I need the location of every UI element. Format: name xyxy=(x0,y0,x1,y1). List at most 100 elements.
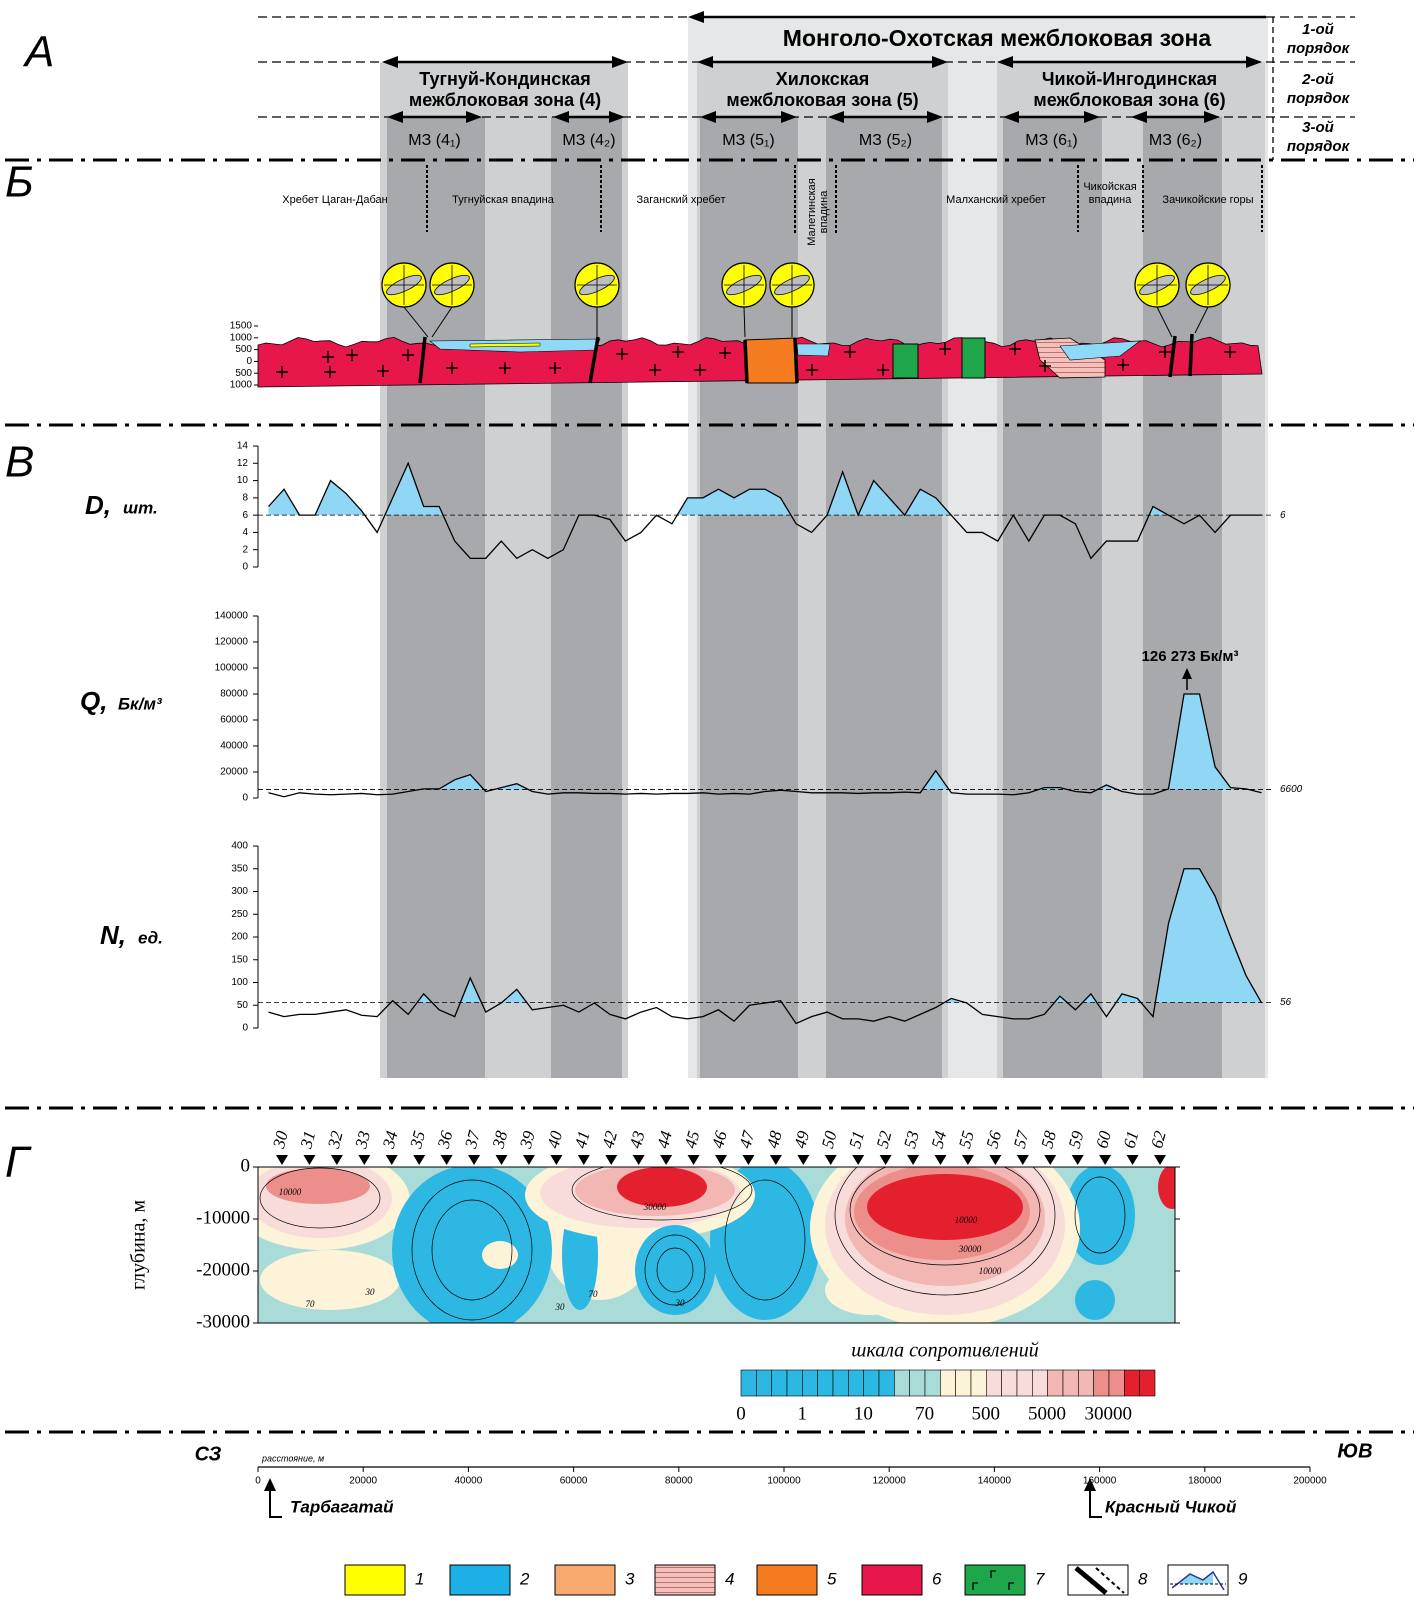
zone-band xyxy=(387,117,485,1078)
station-label: 58 xyxy=(1037,1128,1060,1150)
place-name: Тугнуйская впадина xyxy=(452,194,555,206)
contour-label: 70 xyxy=(589,1289,599,1299)
elevation-tick-label: 0 xyxy=(246,356,252,367)
stereonet-axes xyxy=(724,265,764,305)
zone-3-title: МЗ (6₁) xyxy=(1025,132,1077,149)
place-arrow xyxy=(269,1490,282,1518)
above-threshold-fill xyxy=(390,868,1262,1003)
scale-swatch xyxy=(1032,1369,1048,1397)
order-label: 1-ой xyxy=(1302,21,1334,38)
granite-cross xyxy=(276,366,288,378)
depression-fill xyxy=(796,343,831,357)
station-marker xyxy=(687,1155,700,1165)
contour-label: 10000 xyxy=(955,1215,978,1225)
stereonet-leader xyxy=(743,306,746,338)
arrow-head xyxy=(609,111,625,123)
legend-swatch xyxy=(449,1564,511,1596)
depth-tick-label: -20000 xyxy=(196,1259,250,1280)
legend-label: 6 xyxy=(932,1569,942,1588)
granite-cross xyxy=(322,351,334,363)
y-tick-label: 200 xyxy=(231,932,248,943)
station-marker xyxy=(413,1155,426,1165)
y-tick-label: 8 xyxy=(242,492,248,503)
res-zone xyxy=(617,1167,707,1207)
y-tick-label: 40000 xyxy=(220,741,248,752)
elevation-tick-label: 500 xyxy=(235,368,252,379)
place-arrow-head xyxy=(264,1478,276,1491)
station-label: 30 xyxy=(269,1128,292,1151)
y-tick-label: 100000 xyxy=(215,663,249,674)
annotation: 126 273 Бк/м³ xyxy=(1142,648,1239,665)
granite-cross xyxy=(694,364,706,376)
station-label: 46 xyxy=(708,1128,731,1150)
res-zone xyxy=(482,1241,518,1269)
arrow-head xyxy=(1246,56,1262,68)
station-label: 62 xyxy=(1147,1128,1170,1150)
res-zone xyxy=(867,1174,1023,1240)
station-label: 49 xyxy=(790,1128,813,1150)
legend-swatch xyxy=(756,1564,818,1596)
scale-swatch xyxy=(1078,1369,1094,1397)
legend-label: 8 xyxy=(1138,1569,1148,1588)
legend-symbol xyxy=(972,1570,1014,1590)
station-marker xyxy=(550,1155,563,1165)
depth-tick-label: 0 xyxy=(241,1155,251,1176)
granite-cross xyxy=(446,362,458,374)
zone-2-title: межблоковая зона (4) xyxy=(409,90,601,110)
panel-letter: А xyxy=(22,28,54,77)
zone-3-title: МЗ (6₂) xyxy=(1149,132,1202,149)
stereonet-axes xyxy=(577,265,617,305)
station-marker xyxy=(577,1155,590,1165)
granite-cross xyxy=(324,366,336,378)
station-marker xyxy=(276,1155,288,1165)
scale-swatch xyxy=(1139,1369,1156,1397)
threshold-label: 6 xyxy=(1280,510,1286,521)
arrow-head xyxy=(382,56,398,68)
station-label: 40 xyxy=(543,1128,566,1150)
depression-fill xyxy=(1059,340,1141,361)
arrow-head xyxy=(697,56,713,68)
granite-cross xyxy=(499,362,511,374)
station-label: 61 xyxy=(1120,1129,1143,1150)
arrow-head xyxy=(612,56,628,68)
y-tick-label: 4 xyxy=(242,527,248,538)
station-label: 60 xyxy=(1092,1128,1115,1150)
station-marker xyxy=(934,1155,947,1165)
station-marker xyxy=(1099,1155,1112,1165)
green-block xyxy=(961,337,986,379)
res-zone xyxy=(260,1250,400,1310)
place-name: Малханский хребет xyxy=(946,194,1046,206)
station-label: 37 xyxy=(461,1127,484,1151)
arrow-head xyxy=(997,56,1013,68)
station-label: 45 xyxy=(681,1129,704,1150)
scale-swatch xyxy=(970,1369,987,1397)
place-label: Тарбагатай xyxy=(290,1497,394,1516)
granite-cross xyxy=(1159,346,1171,358)
station-marker xyxy=(989,1155,1002,1165)
distance-tick-label: 140000 xyxy=(978,1476,1012,1487)
arrow-head xyxy=(932,56,948,68)
fault xyxy=(588,336,600,384)
threshold-label: 6600 xyxy=(1280,784,1303,795)
zone-2-title: Хилокская xyxy=(776,69,870,89)
y-tick-label: 0 xyxy=(242,793,248,804)
data-line xyxy=(268,693,1262,798)
y-tick-label: 350 xyxy=(231,863,248,874)
station-label: 41 xyxy=(571,1129,594,1150)
station-label: 50 xyxy=(818,1128,841,1150)
sediment-yellow xyxy=(469,342,541,348)
scale-tick-label: 70 xyxy=(915,1403,934,1424)
scale-swatch xyxy=(817,1369,834,1397)
y-tick-label: 14 xyxy=(237,441,249,452)
distance-axis-label: расстояние, м xyxy=(261,1453,324,1463)
place-name: Зачикойские горы xyxy=(1162,194,1253,206)
contour-line xyxy=(571,1167,753,1221)
order-label: порядок xyxy=(1287,40,1351,57)
granite-cross xyxy=(346,349,358,361)
place-name: впадина xyxy=(1089,194,1133,206)
legend-label: 4 xyxy=(725,1569,734,1588)
order-label: 3-ой xyxy=(1302,119,1334,136)
station-label: 59 xyxy=(1065,1128,1088,1150)
distance-tick-label: 100000 xyxy=(767,1476,801,1487)
